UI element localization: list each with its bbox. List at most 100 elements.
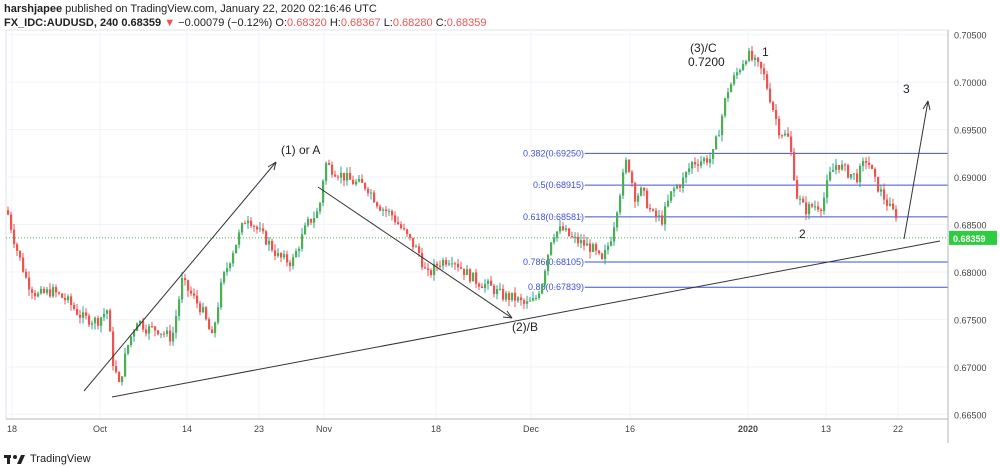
candle-body xyxy=(487,280,490,284)
candle-body xyxy=(505,293,508,300)
candle-body xyxy=(91,323,94,325)
x-tick-label: Dec xyxy=(523,424,540,434)
annotations: (1) or A (2)/B (3)/C0.7200 1 2 3 xyxy=(281,41,910,334)
candle-body xyxy=(34,292,37,297)
wave-b-arrow-line xyxy=(317,186,513,319)
candle-body xyxy=(283,254,286,258)
candle-body xyxy=(547,254,550,271)
candle-body xyxy=(874,168,877,177)
trendlines xyxy=(6,100,948,398)
candle-body xyxy=(742,64,745,71)
candle-body xyxy=(802,198,805,203)
change-arrow-icon: ▼ xyxy=(164,17,176,29)
candle-body xyxy=(781,135,784,137)
wave-3-arrow-line xyxy=(903,100,929,240)
candle-body xyxy=(307,218,310,226)
wave-a-arrow-line xyxy=(83,161,277,392)
candle-body xyxy=(406,229,409,235)
candle-body xyxy=(748,50,751,62)
y-tick-label: 0.70000 xyxy=(954,78,987,88)
candle-body xyxy=(184,278,187,281)
candle-body xyxy=(853,173,856,175)
candle-body xyxy=(772,102,775,110)
candle-body xyxy=(127,345,130,354)
candle-body xyxy=(169,330,172,342)
candle-body xyxy=(217,307,220,323)
candle-body xyxy=(583,240,586,246)
candle-body xyxy=(73,305,76,309)
candle-body xyxy=(376,202,379,207)
candle-body xyxy=(769,88,772,103)
candle-body xyxy=(130,336,133,346)
candle-body xyxy=(250,220,253,227)
y-tick-label: 0.70500 xyxy=(954,31,987,41)
candle-body xyxy=(688,168,691,173)
candle-body xyxy=(199,303,202,313)
candle-body xyxy=(532,298,535,301)
candle-body xyxy=(484,283,487,289)
candle-body xyxy=(718,135,721,137)
candle-body xyxy=(241,223,244,233)
candle-body xyxy=(190,290,193,294)
candle-body xyxy=(166,330,169,334)
open-value: 0.68320 xyxy=(287,17,327,29)
x-tick-label: 22 xyxy=(893,424,903,434)
wave-a-arrowhead xyxy=(273,161,277,171)
candle-body xyxy=(394,215,397,223)
open-label: O: xyxy=(275,17,288,29)
candle-body xyxy=(682,177,685,188)
candle-body xyxy=(676,185,679,189)
candle-body xyxy=(67,296,70,301)
candle-body xyxy=(181,278,184,300)
candle-body xyxy=(451,263,454,265)
candle-body xyxy=(232,253,235,264)
candle-body xyxy=(364,182,367,189)
y-tick-label: 0.68500 xyxy=(954,221,987,231)
publisher-user[interactable]: harshjapee xyxy=(4,3,63,15)
y-tick-label: 0.68000 xyxy=(954,268,987,278)
fib-retracement: 0.382(0.69250) 0.5(0.68915) 0.618(0.68581)… xyxy=(522,147,948,293)
candle-body xyxy=(673,188,676,192)
candle-body xyxy=(172,332,175,342)
candle-body xyxy=(655,210,658,217)
wave-label: (2)/B xyxy=(512,320,538,334)
footer-brand[interactable]: TradingView xyxy=(4,453,91,465)
candle-body xyxy=(829,171,832,181)
candle-body xyxy=(235,244,238,254)
candle-body xyxy=(835,165,838,170)
candle-body xyxy=(76,308,79,315)
candle-body xyxy=(580,240,583,244)
candle-body xyxy=(514,292,517,301)
candle-body xyxy=(724,98,727,116)
candle-body xyxy=(637,195,640,202)
candle-body xyxy=(61,293,64,298)
candle-body xyxy=(886,199,889,206)
candle-body xyxy=(55,287,58,293)
candle-body xyxy=(193,293,196,296)
candle-body xyxy=(115,366,118,373)
close-label: C: xyxy=(435,17,447,29)
candle-body xyxy=(163,333,166,335)
candle-body xyxy=(793,151,796,181)
symbol-label[interactable]: FX_IDC:AUDUSD, 240 xyxy=(4,17,119,29)
candle-body xyxy=(856,173,859,183)
current-price-tag xyxy=(949,230,997,245)
candle-body xyxy=(397,222,400,225)
candle-body xyxy=(439,265,442,267)
candle-body xyxy=(493,285,496,295)
candle-body xyxy=(121,376,124,383)
candle-body xyxy=(82,312,85,318)
candle-body xyxy=(253,226,256,228)
x-tick-label: 2020 xyxy=(738,424,758,434)
candle-body xyxy=(706,158,709,163)
x-tick-label: 14 xyxy=(182,424,192,434)
candle-body xyxy=(712,149,715,159)
candle-body xyxy=(97,318,100,326)
x-tick-label: 23 xyxy=(254,424,264,434)
fib-level-label: 0.786(0.68105) xyxy=(523,257,584,267)
candle-body xyxy=(763,68,766,75)
candle-body xyxy=(403,228,406,230)
candle-body xyxy=(379,206,382,211)
candle-body xyxy=(334,174,337,177)
